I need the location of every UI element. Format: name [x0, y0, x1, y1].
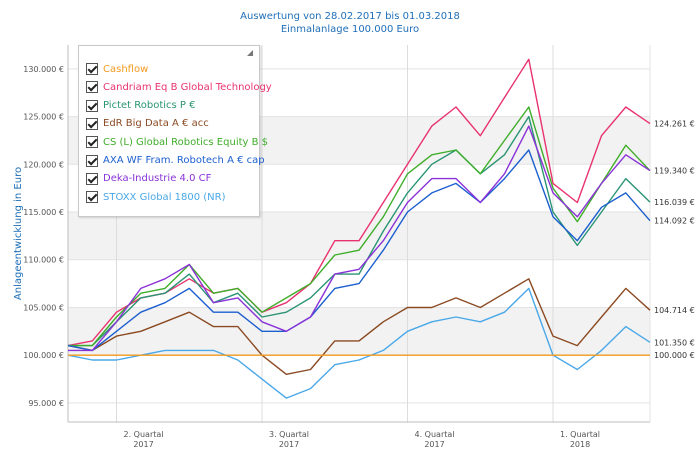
y-tick-label: 95.000 € [28, 399, 64, 408]
legend-item[interactable]: EdR Big Data A € acc [86, 116, 209, 132]
legend-item[interactable]: AXA WF Fram. Robotech A € cap [86, 153, 265, 169]
y-tick-label: 125.000 € [23, 113, 64, 122]
legend-label: AXA WF Fram. Robotech A € cap [103, 155, 265, 166]
series-line-pictet-robotics-p [68, 115, 651, 347]
legend-checkbox[interactable] [86, 172, 98, 185]
legend-label: Cashflow [103, 63, 149, 75]
legend-label: CS (L) Global Robotics Equity B $ [103, 136, 269, 148]
x-tick-label: 4. Quartal [415, 430, 455, 439]
y-tick-label: 110.000 € [23, 256, 64, 265]
legend-resize-icon[interactable] [247, 50, 253, 56]
legend-checkbox[interactable] [86, 191, 98, 204]
y-tick-label: 130.000 € [23, 65, 64, 74]
series-line-cs-l-global-robotics-equity-b [68, 106, 651, 347]
series-line-edr-big-data-a-acc [67, 278, 651, 375]
legend-item[interactable]: Candriam Eq B Global Technology [86, 79, 272, 95]
grid-band [68, 307, 650, 356]
legend-checkbox[interactable] [86, 99, 98, 112]
legend[interactable]: Cashflow Candriam Eq B Global Technology P… [78, 45, 272, 217]
x-tick-label: 2018 [570, 440, 590, 449]
chart-title: Auswertung von 28.02.2017 bis 01.03.2018 [240, 11, 460, 22]
x-tick-label: 2. Quartal [124, 430, 164, 439]
y-tick-label: 105.000 € [23, 303, 64, 312]
legend-label: Candriam Eq B Global Technology [103, 81, 272, 93]
x-tick-label: 3. Quartal [269, 430, 309, 439]
series-line-axa-wf-fram-robotech-a-cap [67, 149, 651, 352]
legend-label: EdR Big Data A € acc [103, 118, 209, 130]
legend-item[interactable]: Deka-Industrie 4.0 CF [86, 171, 211, 187]
legend-checkbox[interactable] [86, 63, 98, 75]
legend-item[interactable]: Cashflow [86, 61, 148, 77]
x-tick-label: 2017 [279, 440, 299, 449]
legend-label: Pictet Robotics P € [103, 100, 196, 112]
end-value-label: 100.000 € [654, 351, 695, 360]
legend-label: Deka-Industrie 4.0 CF [103, 173, 212, 185]
chart-subtitle: Einmalanlage 100.000 Euro [280, 24, 420, 35]
legend-item[interactable]: CS (L) Global Robotics Equity B $ [86, 134, 268, 150]
series-line-deka-industrie-4-0-cf [68, 125, 651, 352]
legend-item[interactable]: STOXX Global 1800 (NR) [86, 189, 226, 205]
legend-checkbox[interactable] [86, 81, 98, 94]
y-axis-label: Anlageentwicklung in Euro [13, 167, 24, 300]
y-tick-label: 100.000 € [23, 351, 64, 360]
end-value-label: 124.261 € [654, 120, 695, 129]
legend-checkbox[interactable] [86, 154, 98, 167]
end-value-label: 116.039 € [654, 198, 695, 207]
x-tick-label: 2017 [424, 440, 444, 449]
grid-band [68, 212, 650, 260]
end-value-label: 114.092 € [654, 217, 695, 226]
legend-item[interactable]: Pictet Robotics P € [86, 98, 196, 114]
y-tick-label: 115.000 € [23, 208, 64, 217]
legend-checkbox[interactable] [86, 117, 98, 130]
end-value-label: 104.714 € [654, 306, 695, 315]
y-tick-label: 120.000 € [23, 160, 64, 169]
end-value-label: 101.350 € [654, 338, 695, 347]
x-tick-label: 2017 [133, 440, 153, 449]
legend-label: STOXX Global 1800 (NR) [103, 191, 226, 203]
end-value-label: 119.340 € [654, 167, 695, 176]
x-tick-label: 1. Quartal [560, 430, 600, 439]
legend-checkbox[interactable] [86, 136, 98, 149]
